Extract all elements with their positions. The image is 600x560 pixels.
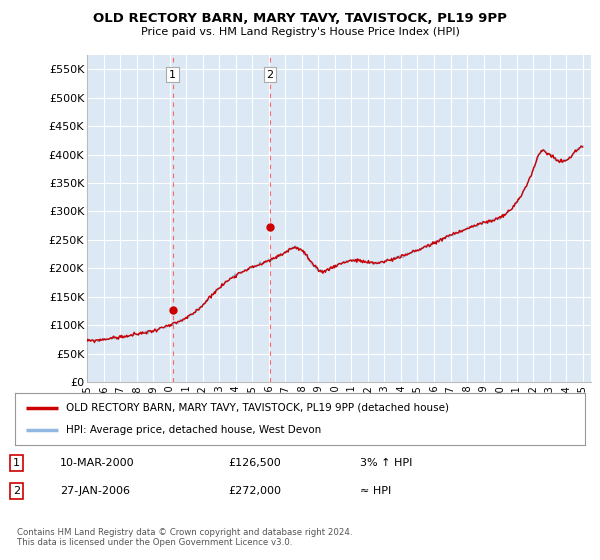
Text: OLD RECTORY BARN, MARY TAVY, TAVISTOCK, PL19 9PP: OLD RECTORY BARN, MARY TAVY, TAVISTOCK, … bbox=[93, 12, 507, 25]
Text: £272,000: £272,000 bbox=[228, 486, 281, 496]
Text: 27-JAN-2006: 27-JAN-2006 bbox=[60, 486, 130, 496]
Text: OLD RECTORY BARN, MARY TAVY, TAVISTOCK, PL19 9PP (detached house): OLD RECTORY BARN, MARY TAVY, TAVISTOCK, … bbox=[66, 403, 449, 413]
Text: 2: 2 bbox=[266, 69, 274, 80]
Text: £126,500: £126,500 bbox=[228, 458, 281, 468]
Text: 1: 1 bbox=[13, 458, 20, 468]
Text: Contains HM Land Registry data © Crown copyright and database right 2024.
This d: Contains HM Land Registry data © Crown c… bbox=[17, 528, 352, 547]
Text: Price paid vs. HM Land Registry's House Price Index (HPI): Price paid vs. HM Land Registry's House … bbox=[140, 27, 460, 37]
Text: ≈ HPI: ≈ HPI bbox=[360, 486, 391, 496]
Text: HPI: Average price, detached house, West Devon: HPI: Average price, detached house, West… bbox=[66, 426, 322, 436]
Text: 2: 2 bbox=[13, 486, 20, 496]
Text: 1: 1 bbox=[169, 69, 176, 80]
Text: 3% ↑ HPI: 3% ↑ HPI bbox=[360, 458, 412, 468]
Text: 10-MAR-2000: 10-MAR-2000 bbox=[60, 458, 134, 468]
